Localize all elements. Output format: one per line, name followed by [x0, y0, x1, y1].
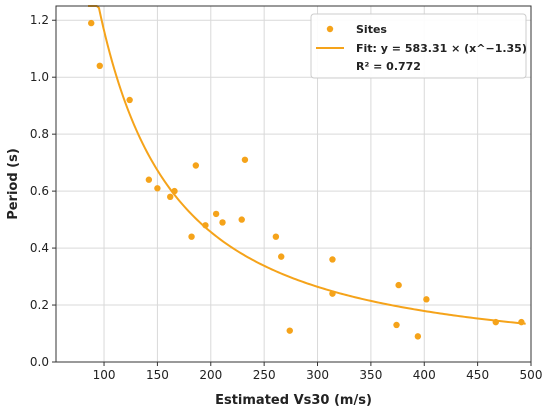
data-point: [167, 193, 174, 201]
data-point: [329, 256, 336, 263]
data-point: [202, 222, 209, 229]
data-point: [96, 62, 103, 70]
y-tick-label: 0.8: [30, 127, 49, 141]
x-axis-ticks: 100 150 200 250 300 350 400 450 500: [93, 362, 543, 382]
legend-label-sites: Sites: [356, 23, 387, 36]
data-point: [492, 318, 499, 326]
data-point: [329, 290, 336, 297]
data-point: [171, 187, 178, 195]
data-point: [154, 185, 161, 192]
data-point: [414, 333, 422, 340]
legend-box: [310, 13, 527, 79]
x-tick-label: 150: [146, 368, 169, 382]
y-tick-label: 0.4: [30, 241, 49, 255]
data-point: [219, 219, 226, 226]
x-tick-label: 300: [306, 368, 329, 382]
data-point: [278, 253, 285, 260]
legend-label-fit: Fit: y = 583.31 × (x^−1.35): [356, 42, 527, 55]
legend-marker-sites: [326, 25, 334, 33]
plot-frame: [55, 5, 532, 363]
legend-r-squared: R² = 0.772: [356, 60, 421, 73]
scatter-points: [88, 19, 525, 340]
x-tick-label: 200: [199, 368, 222, 382]
data-point: [238, 216, 245, 223]
data-point: [272, 233, 280, 240]
data-point: [145, 176, 153, 183]
data-point: [423, 296, 430, 303]
x-tick-label: 250: [253, 368, 276, 382]
data-point: [188, 233, 195, 240]
data-point: [518, 318, 525, 326]
y-tick-label: 1.2: [30, 13, 49, 27]
y-axis-ticks: 0.0 0.2 0.4 0.6 0.8 1.0 1.2: [30, 13, 56, 369]
x-axis-title: Estimated Vs30 (m/s): [215, 393, 372, 408]
data-point: [286, 327, 293, 334]
y-axis-title: Period (s): [6, 148, 21, 220]
fit-curve: [88, 5, 526, 325]
y-tick-label: 0.6: [30, 184, 49, 198]
x-tick-label: 500: [520, 368, 543, 382]
data-point: [88, 19, 95, 27]
x-tick-label: 100: [93, 368, 116, 382]
y-tick-label: 0.0: [30, 355, 49, 369]
data-point: [126, 96, 133, 104]
x-tick-label: 400: [413, 368, 436, 382]
data-point: [192, 162, 200, 169]
x-tick-label: 350: [359, 368, 382, 382]
data-point: [395, 281, 402, 289]
legend: Sites Fit: y = 583.31 × (x^−1.35) R² = 0…: [310, 13, 527, 79]
data-point: [241, 156, 249, 163]
data-point: [393, 321, 400, 329]
y-tick-label: 0.2: [30, 298, 49, 312]
y-tick-label: 1.0: [30, 70, 49, 84]
data-point: [212, 210, 220, 218]
x-tick-label: 450: [466, 368, 489, 382]
